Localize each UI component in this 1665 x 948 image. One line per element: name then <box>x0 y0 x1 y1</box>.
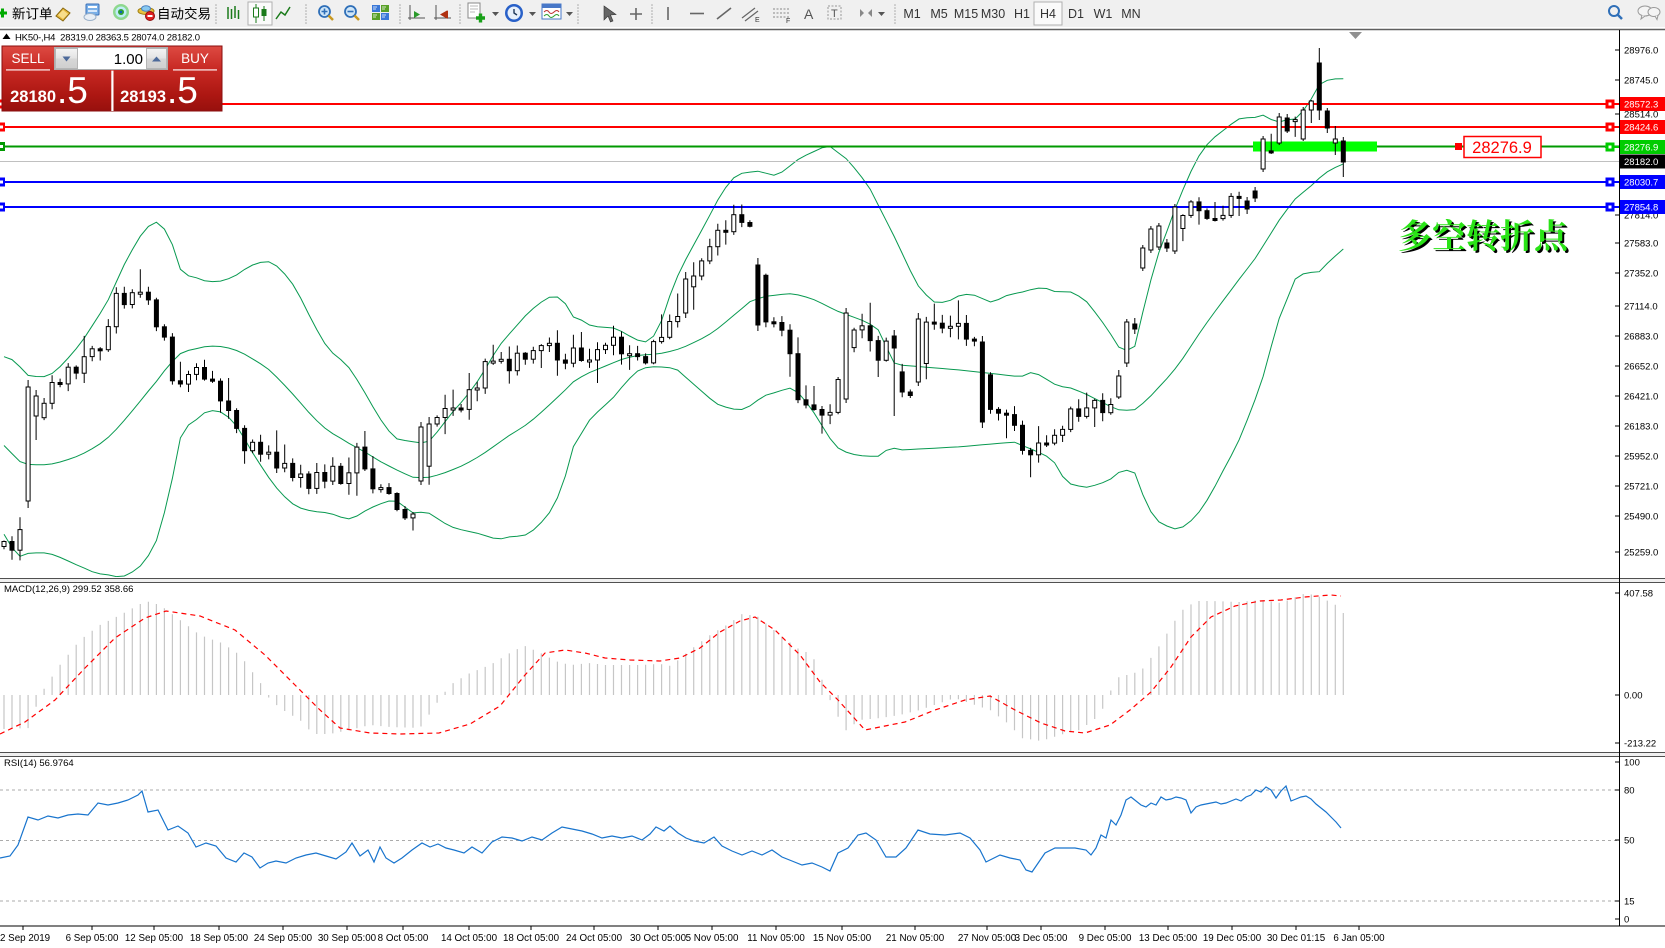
svg-text:25259.0: 25259.0 <box>1624 548 1658 559</box>
svg-text:2 Sep 2019: 2 Sep 2019 <box>0 933 50 944</box>
svg-text:28276.9: 28276.9 <box>1472 139 1532 157</box>
svg-text:12 Sep 05:00: 12 Sep 05:00 <box>125 933 184 944</box>
svg-text:W1: W1 <box>1094 7 1113 21</box>
svg-text:RSI(14) 56.9764: RSI(14) 56.9764 <box>4 758 74 769</box>
svg-text:27352.0: 27352.0 <box>1624 269 1658 280</box>
svg-text:28976.0: 28976.0 <box>1624 46 1658 57</box>
svg-text:BUY: BUY <box>181 51 209 66</box>
svg-text:M15: M15 <box>954 7 978 21</box>
svg-text:15: 15 <box>1624 897 1635 908</box>
svg-text:28193: 28193 <box>120 88 166 106</box>
svg-text:1.00: 1.00 <box>114 51 143 68</box>
svg-text:26652.0: 26652.0 <box>1624 362 1658 373</box>
svg-text:28180: 28180 <box>10 88 56 106</box>
svg-text:25952.0: 25952.0 <box>1624 452 1658 463</box>
svg-text:15 Nov 05:00: 15 Nov 05:00 <box>813 933 872 944</box>
svg-text:6 Sep 05:00: 6 Sep 05:00 <box>66 933 119 944</box>
svg-text:F: F <box>786 18 790 25</box>
svg-text:13 Dec 05:00: 13 Dec 05:00 <box>1139 933 1198 944</box>
svg-text:25490.0: 25490.0 <box>1624 512 1658 523</box>
svg-text:E: E <box>755 17 760 24</box>
svg-text:8 Oct 05:00: 8 Oct 05:00 <box>378 933 429 944</box>
svg-text:9 Dec 05:00: 9 Dec 05:00 <box>1079 933 1132 944</box>
svg-text:28424.6: 28424.6 <box>1624 123 1658 134</box>
svg-text:18 Sep 05:00: 18 Sep 05:00 <box>190 933 249 944</box>
svg-text:MN: MN <box>1121 7 1140 21</box>
svg-text:0: 0 <box>1624 915 1629 926</box>
svg-text:28030.7: 28030.7 <box>1624 178 1658 189</box>
svg-text:M5: M5 <box>930 7 947 21</box>
svg-text:26183.0: 26183.0 <box>1624 422 1658 433</box>
svg-text:24 Sep 05:00: 24 Sep 05:00 <box>254 933 313 944</box>
svg-text:H4: H4 <box>1040 7 1056 21</box>
svg-text:3 Dec 05:00: 3 Dec 05:00 <box>1015 933 1068 944</box>
svg-text:27 Nov 05:00: 27 Nov 05:00 <box>958 933 1017 944</box>
svg-text:T: T <box>831 8 838 20</box>
svg-text:27114.0: 27114.0 <box>1624 302 1658 313</box>
svg-text:25721.0: 25721.0 <box>1624 482 1658 493</box>
svg-text:28276.9: 28276.9 <box>1624 143 1658 154</box>
svg-text:D1: D1 <box>1068 7 1084 21</box>
svg-text:18 Oct 05:00: 18 Oct 05:00 <box>503 933 560 944</box>
svg-text:6 Jan 05:00: 6 Jan 05:00 <box>1333 933 1385 944</box>
svg-text:5 Nov 05:00: 5 Nov 05:00 <box>686 933 739 944</box>
svg-text:100: 100 <box>1624 758 1640 769</box>
svg-text:50: 50 <box>1624 836 1635 847</box>
svg-text:-213.22: -213.22 <box>1624 739 1656 750</box>
svg-text:80: 80 <box>1624 786 1635 797</box>
svg-text:28745.0: 28745.0 <box>1624 76 1658 87</box>
svg-text:28572.3: 28572.3 <box>1624 100 1658 111</box>
svg-text:30 Oct 05:00: 30 Oct 05:00 <box>630 933 687 944</box>
svg-text:A: A <box>804 6 814 22</box>
svg-text:27583.0: 27583.0 <box>1624 239 1658 250</box>
svg-text:27854.8: 27854.8 <box>1624 203 1658 214</box>
svg-text:.5: .5 <box>57 70 88 111</box>
svg-text:28182.0: 28182.0 <box>1624 157 1658 168</box>
svg-text:.5: .5 <box>167 70 198 111</box>
svg-text:21 Nov 05:00: 21 Nov 05:00 <box>886 933 945 944</box>
svg-text:H1: H1 <box>1014 7 1030 21</box>
svg-text:M30: M30 <box>981 7 1005 21</box>
svg-text:24 Oct 05:00: 24 Oct 05:00 <box>566 933 623 944</box>
svg-text:SELL: SELL <box>11 51 45 66</box>
svg-text:28514.0: 28514.0 <box>1624 110 1658 121</box>
svg-text:27814.0: 27814.0 <box>1624 211 1658 222</box>
svg-text:26883.0: 26883.0 <box>1624 332 1658 343</box>
svg-text:MACD(12,26,9) 299.52 358.66: MACD(12,26,9) 299.52 358.66 <box>4 584 133 595</box>
svg-text:26421.0: 26421.0 <box>1624 392 1658 403</box>
svg-text:0.00: 0.00 <box>1624 691 1643 702</box>
svg-text:11 Nov 05:00: 11 Nov 05:00 <box>747 933 805 944</box>
svg-text:407.58: 407.58 <box>1624 589 1653 600</box>
svg-text:30 Sep 05:00: 30 Sep 05:00 <box>318 933 377 944</box>
svg-text:HK50-,H4 28319.0 28363.5 2807: HK50-,H4 28319.0 28363.5 28074.0 28182.0 <box>15 33 200 44</box>
svg-text:30 Dec 01:15: 30 Dec 01:15 <box>1267 933 1326 944</box>
svg-text:M1: M1 <box>903 7 920 21</box>
svg-text:14 Oct 05:00: 14 Oct 05:00 <box>441 933 498 944</box>
svg-text:19 Dec 05:00: 19 Dec 05:00 <box>1203 933 1262 944</box>
